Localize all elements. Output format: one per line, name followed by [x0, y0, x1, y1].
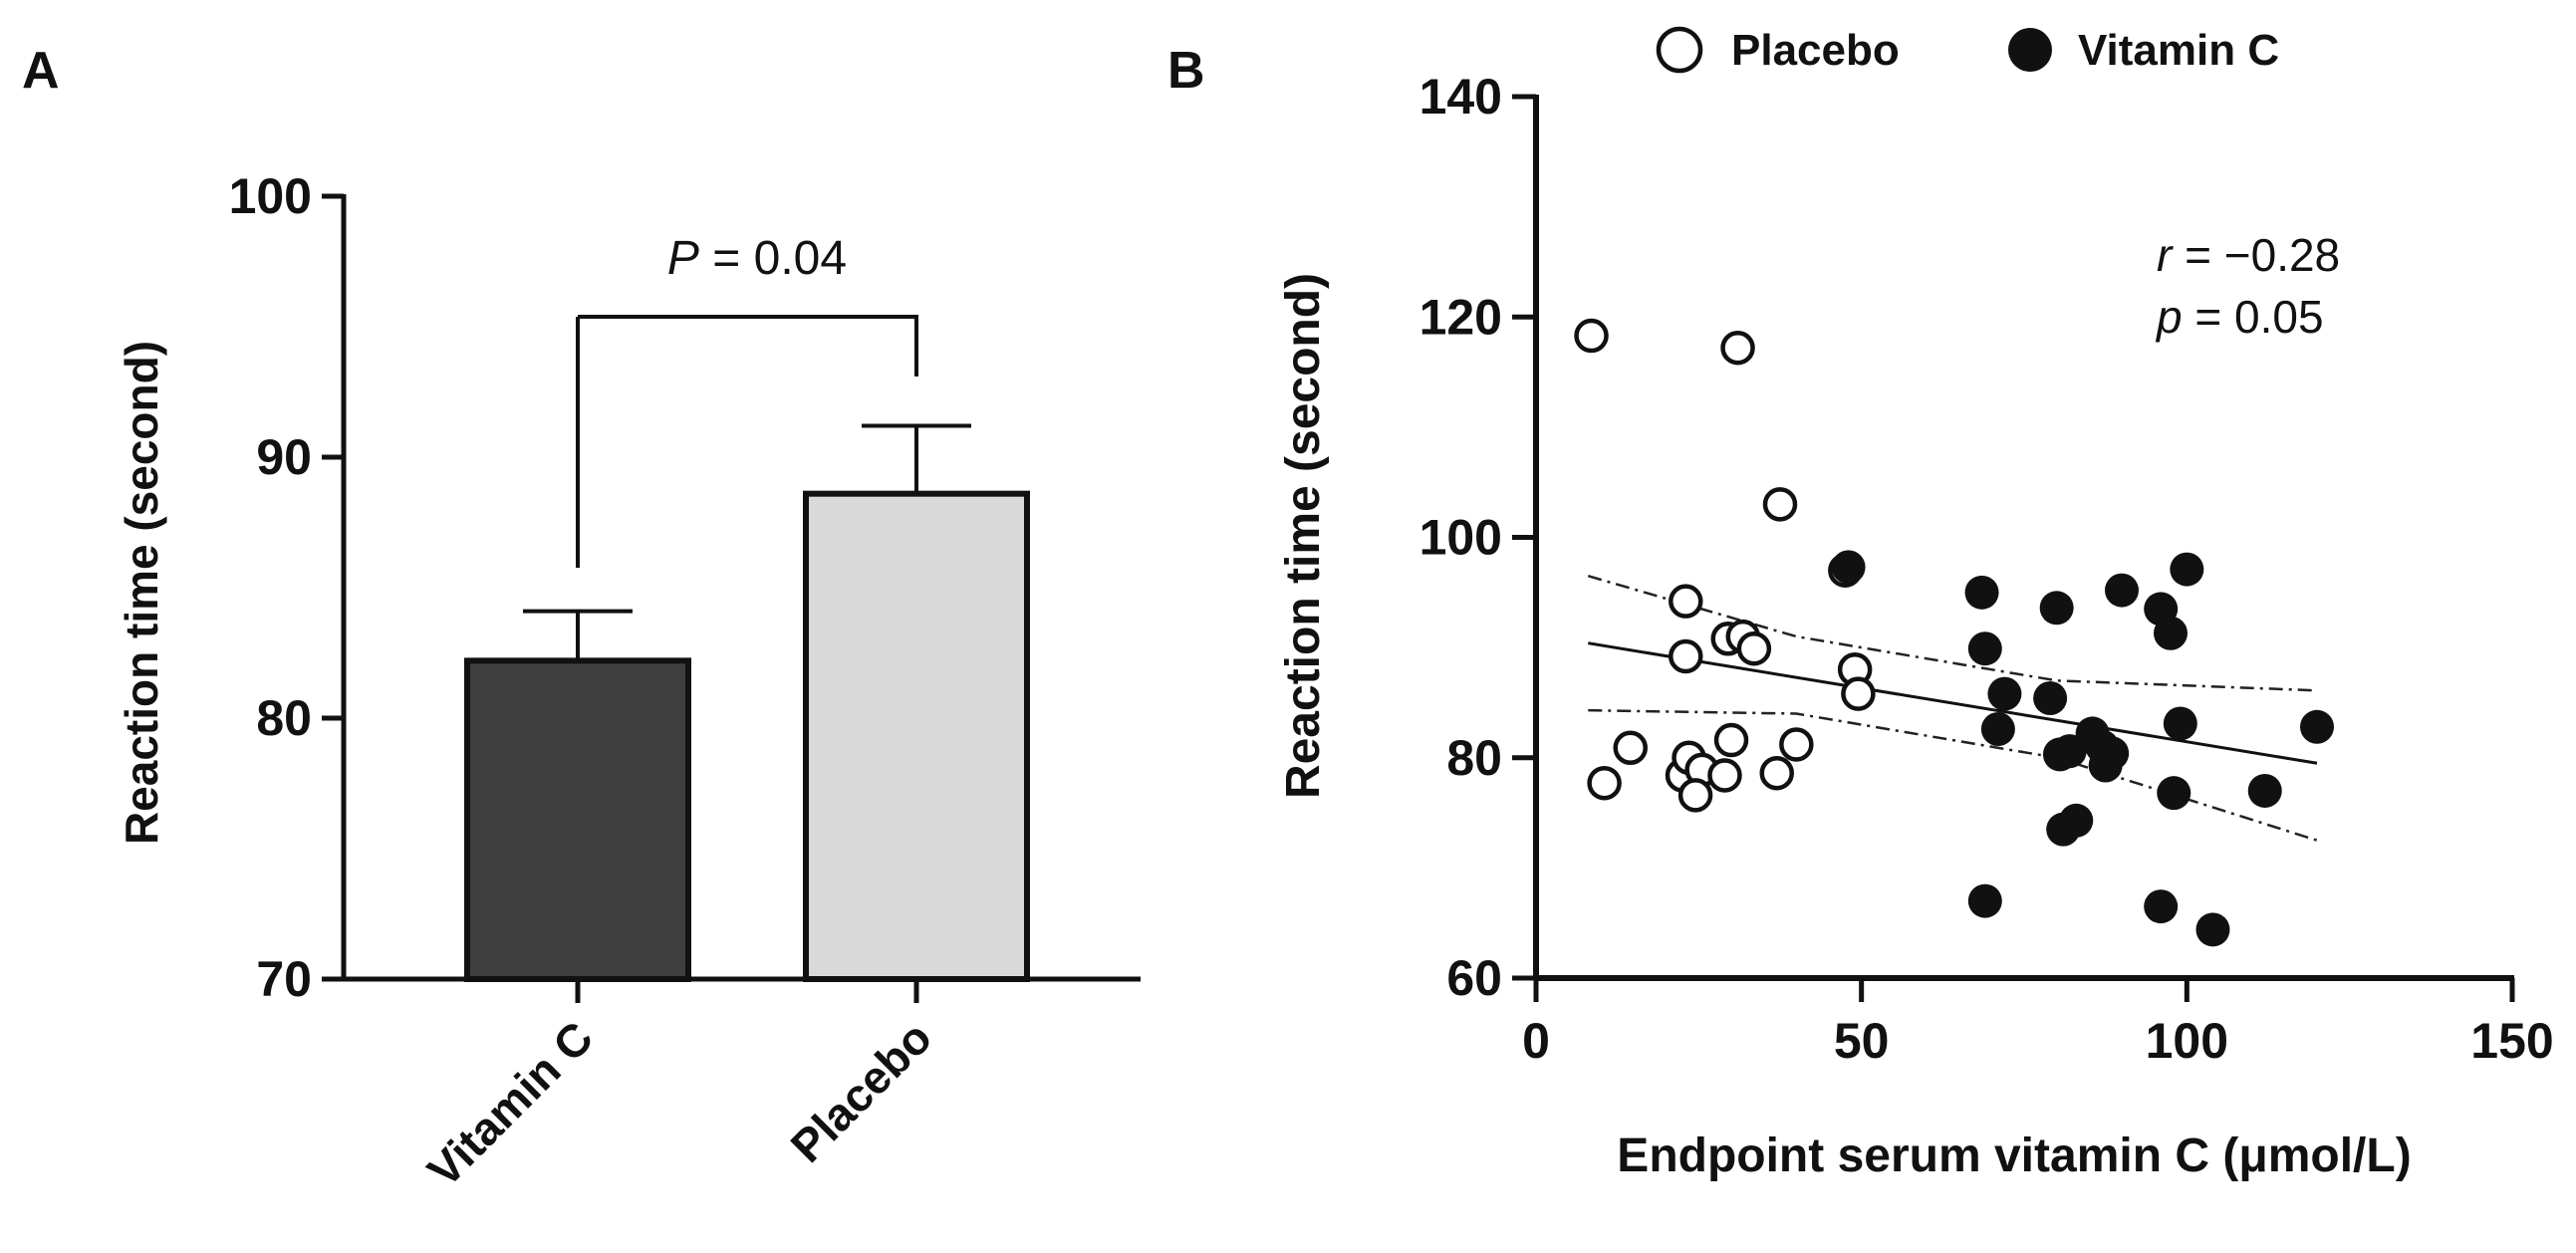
vitamin-c-point	[2163, 706, 2197, 741]
correlation-annotation: r = −0.28 p = 0.05	[2155, 229, 2340, 343]
placebo-point	[1707, 758, 1742, 793]
x-tick-label-50: 50	[1834, 1013, 1890, 1069]
panel-b-y-ticks: 60 80 100 120 140	[1419, 69, 1536, 1006]
p-value-text: = 0.04	[699, 232, 847, 285]
vitamin-c-point	[1967, 631, 2002, 666]
vitamin-c-point	[2095, 736, 2130, 771]
vitamin-c-point	[2157, 776, 2191, 811]
p-value-text-b: = 0.05	[2183, 291, 2324, 343]
vitamin-c-point	[1967, 883, 2002, 918]
panel-a-error-bars	[523, 423, 971, 661]
placebo-point	[1779, 727, 1814, 762]
vitamin-c-point	[2195, 912, 2230, 947]
placebo-point	[1669, 584, 1703, 619]
placebo-point	[1587, 765, 1622, 801]
panel-a-y-axis-label: Reaction time (second)	[116, 341, 167, 845]
panel-b-axes	[1533, 95, 2514, 981]
vitamin-c-point	[2154, 616, 2188, 650]
x-tick-label-placebo: Placebo	[781, 1011, 942, 1172]
panel-a-y-ticks: 70 80 90 100	[229, 168, 344, 1007]
significance-bracket	[576, 315, 918, 568]
panel-a-axes	[341, 194, 1141, 982]
placebo-point	[1759, 755, 1794, 791]
placebo-point	[1713, 722, 1749, 758]
y-tick-label-80: 80	[1446, 730, 1502, 786]
panel-b-y-axis-label: Reaction time (second)	[1277, 273, 1330, 799]
p-symbol: P	[667, 232, 699, 285]
vitamin-c-point	[2105, 573, 2139, 608]
vitamin-c-point	[2144, 889, 2179, 924]
r-value-text: = −0.28	[2172, 229, 2340, 281]
panel-b-x-ticks: 0 50 100 150	[1522, 978, 2554, 1069]
panel-b-label: B	[1167, 42, 1205, 100]
vitamin-c-point	[2170, 552, 2204, 587]
x-tick-label-150: 150	[2470, 1013, 2553, 1069]
vitamin-c-point	[2247, 773, 2282, 808]
panel-a-x-ticks: Vitamin C Placebo	[417, 979, 941, 1196]
legend-vitamin-c-filled-circle-icon	[2008, 28, 2052, 72]
placebo-point	[1574, 318, 1609, 354]
placebo-point	[1720, 330, 1755, 366]
vitamin-c-point	[2039, 591, 2074, 626]
bracket-top	[578, 315, 918, 376]
legend-vitamin-c-label: Vitamin C	[2078, 26, 2279, 75]
vitamin-c-point	[2059, 803, 2094, 838]
placebo-point	[1736, 630, 1772, 666]
bar-placebo	[803, 490, 1030, 982]
x-tick-label-vitamin-c: Vitamin C	[417, 1011, 603, 1196]
placebo-point	[1677, 778, 1713, 813]
vitamin-c-point	[1831, 550, 1866, 585]
correlation-p: p = 0.05	[2155, 291, 2324, 343]
correlation-r: r = −0.28	[2157, 229, 2340, 281]
placebo-point	[1613, 730, 1648, 766]
y-tick-label-100: 100	[229, 168, 312, 224]
x-tick-label-0: 0	[1522, 1013, 1550, 1069]
significance-p-value: P = 0.04	[667, 232, 847, 285]
r-symbol: r	[2157, 229, 2174, 281]
y-tick-label-80: 80	[256, 690, 312, 746]
vitamin-c-point	[1964, 575, 1999, 610]
y-tick-label-140: 140	[1419, 69, 1502, 125]
vitamin-c-point	[1980, 711, 2015, 746]
legend: Placebo Vitamin C	[1656, 26, 2279, 75]
panel-a-bars	[464, 490, 1030, 982]
legend-placebo-open-circle-icon	[1656, 26, 1703, 74]
y-tick-label-100: 100	[1419, 510, 1502, 566]
panel-a-label: A	[22, 42, 60, 100]
vitamin-c-point	[2052, 734, 2087, 769]
p-symbol-b: p	[2155, 291, 2183, 343]
placebo-point	[1762, 487, 1798, 522]
y-tick-label-120: 120	[1419, 289, 1502, 345]
x-tick-label-100: 100	[2146, 1013, 2228, 1069]
scatter-points	[1574, 318, 2334, 947]
panel-b-x-axis-label: Endpoint serum vitamin C (μmol/L)	[1617, 1129, 2411, 1182]
bar-vitamin-c	[464, 657, 691, 982]
panel-b-scatter-plot: B Placebo Vitamin C Reaction time (secon…	[1167, 26, 2554, 1182]
y-tick-label-60: 60	[1446, 950, 1502, 1006]
vitamin-c-point	[2300, 709, 2334, 744]
placebo-point	[1841, 676, 1876, 711]
regression-fit-line	[1588, 641, 2318, 765]
y-tick-label-70: 70	[256, 951, 312, 1007]
vitamin-c-point	[1987, 676, 2022, 711]
vitamin-c-point	[2033, 681, 2068, 716]
regression-line	[1588, 641, 2318, 765]
y-tick-label-90: 90	[256, 429, 312, 485]
panel-a-bar-chart: A Reaction time (second) 70 80 90 100 Vitam…	[22, 42, 1141, 1196]
legend-placebo-label: Placebo	[1731, 26, 1900, 75]
placebo-point	[1669, 638, 1703, 674]
